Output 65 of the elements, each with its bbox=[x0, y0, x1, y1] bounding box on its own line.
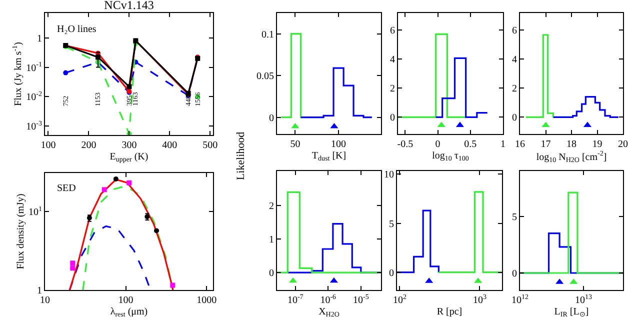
point bbox=[96, 54, 101, 60]
y-tick-label: 4 bbox=[512, 54, 517, 66]
x-tick-label: 19 bbox=[592, 139, 602, 150]
annotation: H₂O lines bbox=[57, 24, 96, 35]
x-tick-label: -0.5 bbox=[397, 139, 414, 150]
point bbox=[63, 70, 68, 76]
y-tick-label: 10$^{1}$ bbox=[28, 204, 42, 218]
y-tick-label: 0 bbox=[512, 268, 517, 280]
x-tick-label: 10$^{-7}$ bbox=[287, 292, 304, 306]
chart-title: NCv1.143 bbox=[104, 0, 154, 12]
y-tick-label: 0.1 bbox=[262, 29, 274, 40]
x-tick-label: 10$^{2}$ bbox=[392, 292, 407, 306]
x-tick-label: 16 bbox=[515, 139, 525, 150]
x-axis-title: log$_{10}$ τ$_{100}$ bbox=[432, 150, 470, 163]
y-tick-label: 2 bbox=[269, 200, 274, 212]
x-axis-title: X$_{H2O}$ bbox=[318, 306, 340, 319]
x-axis-title: R [pc] bbox=[436, 306, 462, 318]
x-tick-label: 400 bbox=[162, 140, 178, 151]
x-tick-label: 17 bbox=[540, 139, 551, 150]
x-axis-title: T$_{dust}$ [K] bbox=[312, 150, 346, 163]
x-tick-label: 100 bbox=[118, 295, 134, 306]
y-tick-label: 1 bbox=[37, 286, 42, 296]
y-tick-label: 10 bbox=[384, 170, 394, 181]
y-tick-label: 6 bbox=[390, 25, 395, 36]
x-tick-label: 10$^{13}$ bbox=[574, 292, 592, 306]
x-axis-title: λ$_{rest}$ (μm) bbox=[110, 306, 148, 319]
y-tick-label: 10$^{-1}$ bbox=[26, 60, 42, 74]
x-tick-label: 18 bbox=[566, 139, 576, 150]
y-tick-label: 1 bbox=[269, 234, 274, 246]
x-tick-label: 1 bbox=[500, 139, 506, 150]
x-tick-label: 20 bbox=[618, 139, 628, 150]
x-tick-label: 0 bbox=[435, 139, 440, 150]
y-tick-label: 0 bbox=[269, 112, 274, 124]
x-tick-label: 10$^{-5}$ bbox=[353, 292, 370, 306]
y-axis-title: Flux density (mJy) bbox=[16, 194, 26, 270]
y-tick-label: 2 bbox=[512, 84, 517, 95]
y-tick-label: 5 bbox=[512, 212, 517, 223]
y-tick-label: 0 bbox=[390, 112, 395, 124]
annotation: SED bbox=[57, 183, 76, 194]
x-tick-label: 1000 bbox=[196, 295, 217, 306]
y-tick-label: 0.05 bbox=[256, 71, 274, 82]
x-tick-label: 0.5 bbox=[464, 139, 477, 150]
x-tick-label: 100 bbox=[40, 140, 56, 151]
y-tick-label: 10$^{-2}$ bbox=[26, 90, 42, 104]
x-axis-title: log$_{10}$ N$_{H2O}$ [cm$^{-2}$] bbox=[536, 150, 607, 164]
x-tick-label: 200 bbox=[81, 140, 96, 151]
x-tick-label: 300 bbox=[122, 140, 137, 151]
x-axis-title: E$_{upper}$ (K) bbox=[110, 152, 148, 164]
x-tick-label: 10$^{12}$ bbox=[512, 292, 529, 306]
y-tick-label: 0 bbox=[512, 112, 517, 124]
y-tick-label: 0 bbox=[389, 268, 394, 279]
y-tick-label: 5 bbox=[389, 218, 394, 230]
x-tick-label: 50 bbox=[290, 139, 300, 150]
x-tick-label: 100 bbox=[331, 139, 346, 150]
y-tick-label: 2 bbox=[390, 84, 395, 95]
x-tick-label: 500 bbox=[202, 140, 218, 151]
x-tick-label: 10$^{3}$ bbox=[472, 292, 487, 306]
y-tick-label: 0 bbox=[269, 268, 274, 280]
y-tick-label: 6 bbox=[512, 25, 517, 36]
x-axis-title: L$_{IR}$ [L$_{⊙}$] bbox=[554, 306, 589, 319]
y-tick-label: 10$^{-3}$ bbox=[26, 119, 42, 133]
y-tick-label: 1 bbox=[37, 33, 42, 44]
x-tick-label: 10$^{-6}$ bbox=[320, 292, 337, 306]
y-axis-title: Likelihood bbox=[235, 132, 248, 180]
y-tick-label: 4 bbox=[390, 54, 395, 66]
